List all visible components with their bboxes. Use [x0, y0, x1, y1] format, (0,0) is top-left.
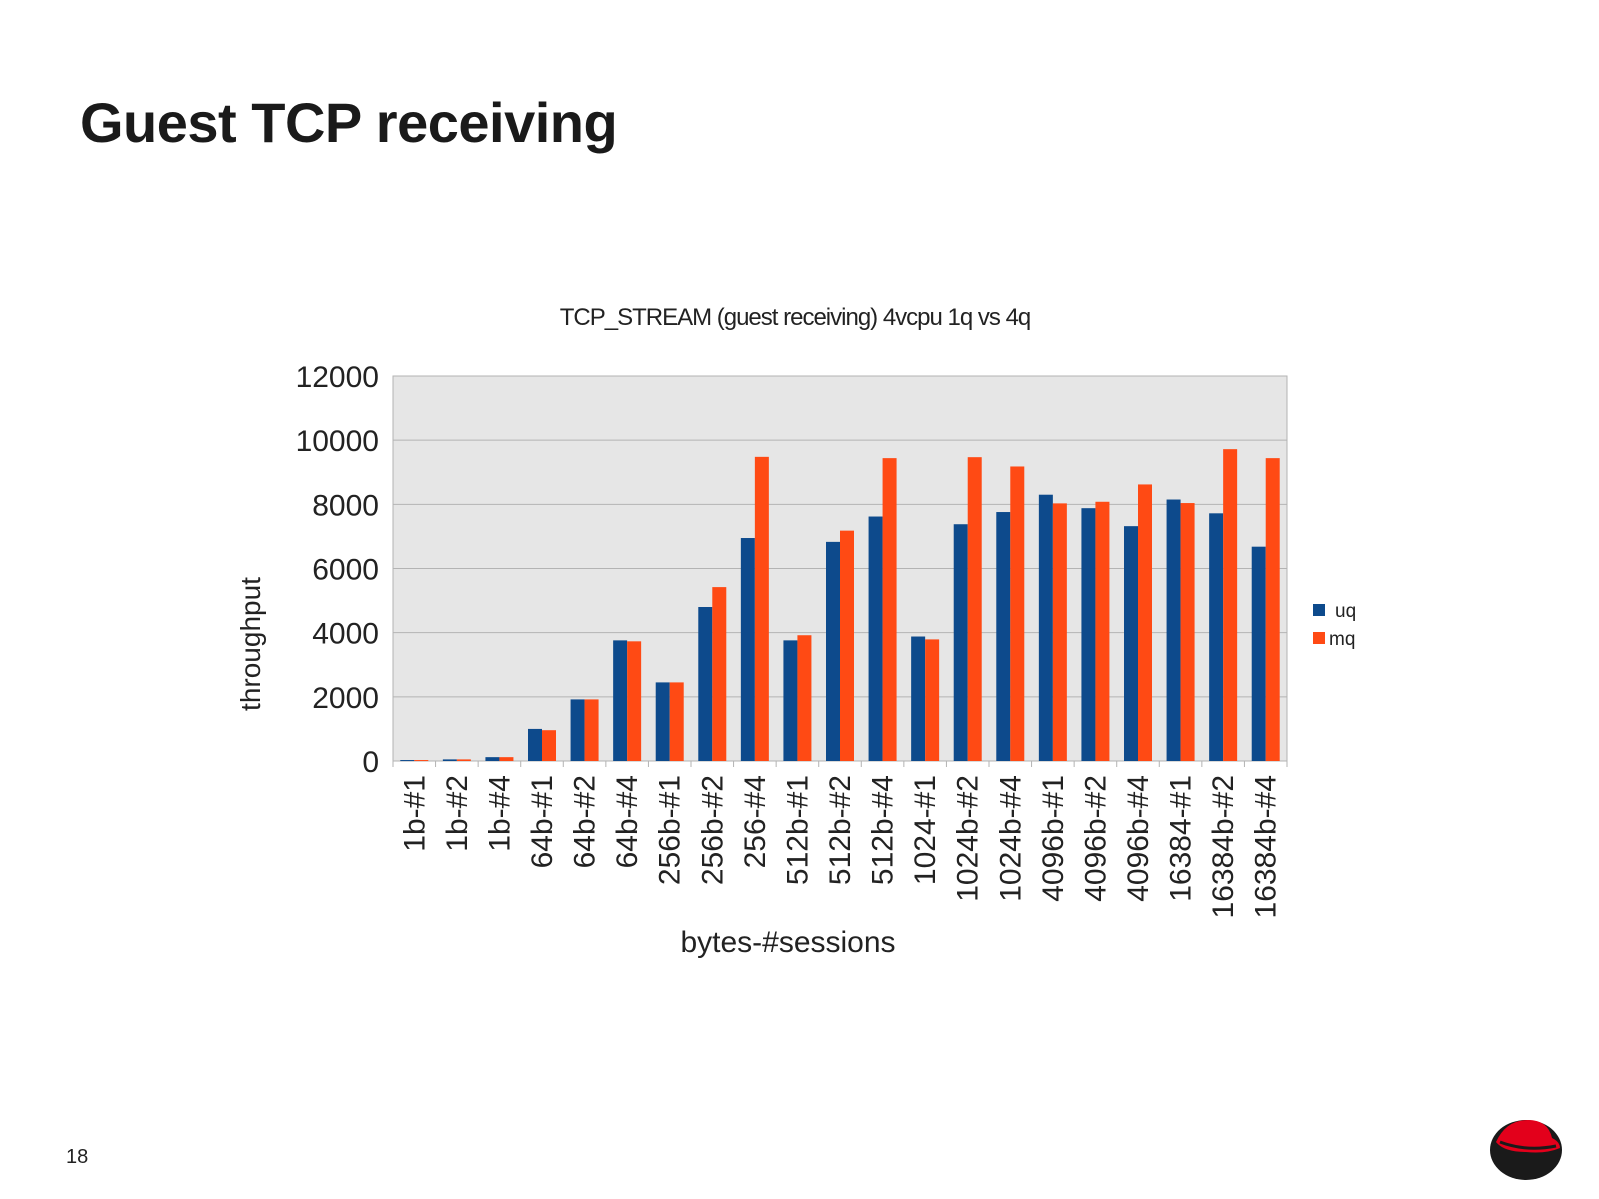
bar-mq [1010, 466, 1025, 761]
x-axis-label: bytes-#sessions [680, 926, 895, 959]
bar-uq [655, 682, 670, 761]
bar-uq [400, 760, 415, 762]
bar-mq [882, 458, 897, 761]
bar-uq [485, 757, 500, 761]
y-tick-label: 0 [362, 746, 379, 779]
bar-uq [442, 759, 457, 761]
bar-mq [1052, 503, 1067, 761]
bar-uq [613, 640, 628, 761]
bar-mq [542, 730, 556, 761]
chart-title: TCP_STREAM (guest receiving) 4vcpu 1q vs… [560, 304, 1031, 331]
legend-swatch-mq [1313, 632, 1325, 644]
bar-mq [1138, 484, 1152, 761]
bar-uq [783, 640, 798, 761]
slide-title: Guest TCP receiving [80, 91, 618, 154]
y-tick-label: 8000 [312, 489, 379, 522]
x-tick-label: 1024b-#4 [994, 775, 1027, 902]
bar-mq [1180, 503, 1195, 761]
y-tick-label: 12000 [296, 361, 379, 394]
page-number: 18 [66, 1146, 89, 1168]
x-tick-label: 4096b-#2 [1079, 775, 1112, 902]
x-axis-ticks: 1b-#1 1b-#2 1b-#4 64b-#1 64b-#2 64b-#4 256b-#1… [392, 761, 1288, 918]
legend-label-uq: uq [1335, 601, 1356, 622]
bar-mq [925, 639, 940, 761]
bar-uq [1038, 494, 1053, 761]
x-tick-label: 64b-#2 [569, 775, 602, 868]
bar-uq [570, 699, 585, 761]
x-tick-label: 1b-#1 [398, 775, 431, 852]
bar-uq [868, 516, 883, 761]
bar-uq [698, 607, 713, 761]
x-tick-label: 4096b-#1 [1037, 775, 1070, 902]
bar-uq [1209, 513, 1224, 761]
x-tick-label: 512b-#1 [781, 775, 814, 885]
y-tick-label: 10000 [296, 425, 379, 458]
x-tick-label: 1b-#4 [483, 775, 516, 852]
red-hat-logo [1490, 1120, 1562, 1180]
bar-uq [740, 538, 755, 761]
bar-mq [584, 699, 599, 761]
y-tick-label: 6000 [312, 554, 379, 587]
x-tick-label: 1024b-#2 [952, 775, 985, 902]
x-tick-label: 16384b-#4 [1250, 775, 1283, 918]
bar-mq [754, 456, 769, 761]
bar-uq [996, 512, 1011, 761]
x-tick-label: 64b-#1 [526, 775, 559, 868]
y-axis-label: throughput [235, 577, 266, 711]
x-tick-label: 64b-#4 [611, 775, 644, 868]
x-tick-label: 256b-#2 [696, 775, 729, 885]
bars [400, 449, 1280, 762]
bar-uq [826, 541, 840, 761]
x-tick-label: 512b-#4 [867, 775, 900, 885]
bar-mq [414, 760, 429, 762]
bar-mq [456, 759, 471, 761]
x-tick-label: 256b-#1 [654, 775, 687, 885]
bar-uq [528, 728, 542, 761]
bar-uq [1166, 499, 1181, 761]
x-tick-label: 256-#4 [739, 775, 772, 868]
bar-uq [1124, 526, 1138, 761]
y-tick-label: 4000 [312, 618, 379, 651]
bar-mq [1265, 458, 1280, 761]
x-tick-label: 1024-#1 [909, 775, 942, 885]
legend-swatch-uq [1313, 604, 1325, 616]
bar-mq [1223, 449, 1238, 761]
bar-uq [911, 636, 926, 761]
x-tick-label: 4096b-#4 [1122, 775, 1155, 902]
x-tick-label: 16384-#1 [1165, 775, 1198, 902]
x-tick-label: 1b-#2 [441, 775, 474, 852]
bar-mq [712, 587, 727, 761]
bar-mq [967, 457, 982, 761]
x-tick-label: 16384b-#2 [1207, 775, 1240, 918]
bar-mq [797, 635, 812, 761]
bar-uq [953, 524, 968, 761]
legend-label-mq: mq [1329, 629, 1355, 650]
bar-uq [1251, 546, 1266, 761]
bar-mq [499, 757, 514, 761]
bar-mq [1095, 501, 1110, 761]
y-tick-label: 2000 [312, 682, 379, 715]
x-tick-label: 512b-#2 [824, 775, 857, 885]
bar-mq [840, 530, 854, 761]
bar-mq [627, 641, 642, 761]
legend: uq mq [1313, 601, 1356, 650]
bar-mq [669, 682, 684, 761]
bar-uq [1081, 508, 1096, 761]
y-axis-ticks: 0 2000 4000 6000 8000 10000 12000 [296, 361, 379, 779]
